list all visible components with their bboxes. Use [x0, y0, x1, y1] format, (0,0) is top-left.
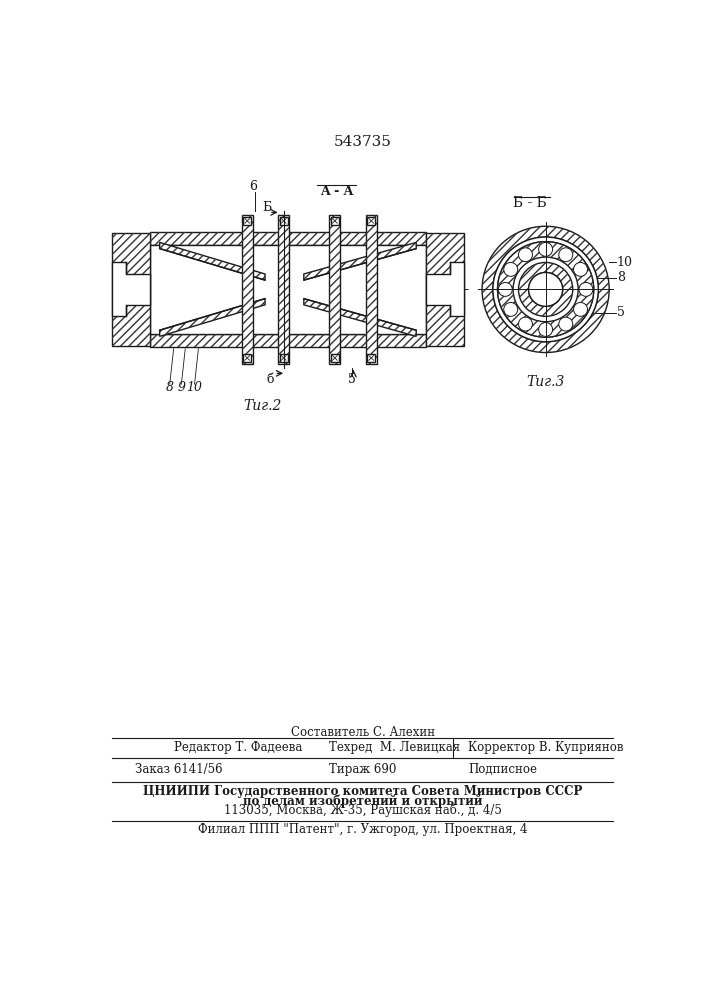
Wedge shape: [518, 262, 573, 316]
Text: Составитель С. Алехин: Составитель С. Алехин: [291, 726, 435, 739]
Circle shape: [579, 282, 593, 296]
Circle shape: [504, 262, 518, 276]
Bar: [151, 245, 426, 334]
Circle shape: [529, 272, 563, 306]
Circle shape: [539, 242, 553, 256]
Text: б: б: [267, 373, 274, 386]
Text: A - A: A - A: [320, 185, 353, 198]
Bar: [366, 215, 377, 364]
Bar: [331, 217, 339, 225]
Bar: [243, 217, 251, 225]
Wedge shape: [498, 242, 594, 337]
Bar: [242, 215, 252, 364]
Circle shape: [504, 302, 518, 316]
Circle shape: [573, 262, 588, 276]
Polygon shape: [112, 262, 151, 316]
Circle shape: [559, 317, 573, 331]
Text: 543735: 543735: [334, 135, 392, 149]
Bar: [279, 215, 289, 364]
Text: Тираж 690: Тираж 690: [329, 763, 396, 776]
Bar: [279, 215, 289, 364]
Circle shape: [539, 323, 553, 336]
Bar: [329, 215, 340, 364]
Wedge shape: [482, 226, 609, 353]
Polygon shape: [426, 233, 464, 346]
Bar: [243, 354, 251, 362]
Text: Корректор В. Куприянов: Корректор В. Куприянов: [468, 741, 624, 754]
Polygon shape: [112, 233, 151, 346]
Text: Техред  М. Левицкая: Техред М. Левицкая: [329, 741, 460, 754]
Text: Филиал ППП "Патент", г. Ужгород, ул. Проектная, 4: Филиал ППП "Патент", г. Ужгород, ул. Про…: [198, 823, 527, 836]
Bar: [242, 215, 252, 364]
Bar: [280, 217, 288, 225]
Text: 6: 6: [250, 180, 257, 193]
Text: 5: 5: [348, 373, 356, 386]
Circle shape: [518, 317, 532, 331]
Text: Заказ 6141/56: Заказ 6141/56: [135, 763, 223, 776]
Polygon shape: [160, 299, 265, 336]
Text: Τиг.2: Τиг.2: [244, 399, 282, 413]
Circle shape: [518, 248, 532, 262]
Circle shape: [493, 237, 598, 342]
Circle shape: [573, 302, 588, 316]
Text: 113035, Москва, Ж-35, Раушская наб., д. 4/5: 113035, Москва, Ж-35, Раушская наб., д. …: [224, 804, 502, 817]
Text: Редактор Т. Фадеева: Редактор Т. Фадеева: [174, 741, 302, 754]
Bar: [368, 217, 375, 225]
Bar: [151, 334, 426, 347]
Bar: [280, 354, 288, 362]
Text: Б - Б: Б - Б: [513, 196, 547, 210]
Circle shape: [498, 242, 594, 337]
Bar: [151, 232, 426, 245]
Bar: [331, 354, 339, 362]
Text: Подписное: Подписное: [468, 763, 537, 776]
Bar: [151, 334, 426, 347]
Text: 10: 10: [187, 381, 202, 394]
Text: 5: 5: [617, 306, 625, 319]
Bar: [329, 215, 340, 364]
Text: ЦНИИПИ Государственного комитета Совета Министров СССР: ЦНИИПИ Государственного комитета Совета …: [143, 785, 583, 798]
Text: 10: 10: [617, 256, 633, 269]
Text: 8: 8: [165, 381, 174, 394]
Circle shape: [498, 282, 513, 296]
Circle shape: [559, 248, 573, 262]
Bar: [151, 232, 426, 245]
Polygon shape: [426, 262, 464, 316]
Text: Τиг.3: Τиг.3: [527, 375, 565, 389]
Text: по делам изобретений и открытий: по делам изобретений и открытий: [243, 795, 482, 808]
Polygon shape: [160, 242, 265, 280]
Text: 9: 9: [177, 381, 185, 394]
Bar: [368, 354, 375, 362]
Text: Б: Б: [262, 201, 271, 214]
Bar: [366, 215, 377, 364]
Text: 8: 8: [617, 271, 625, 284]
Polygon shape: [304, 299, 416, 336]
Polygon shape: [304, 242, 416, 280]
